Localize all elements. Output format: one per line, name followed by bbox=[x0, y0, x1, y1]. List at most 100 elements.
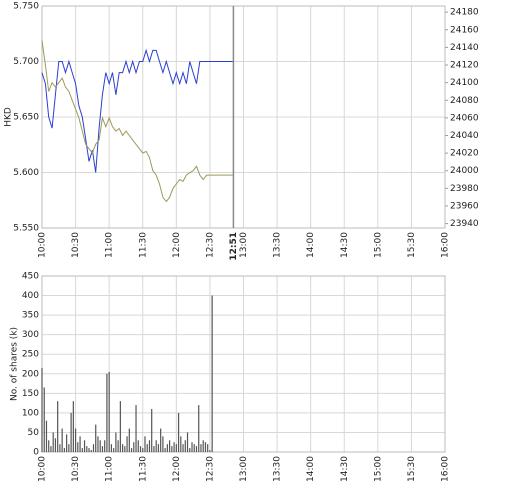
volume-bar bbox=[97, 436, 99, 452]
volume-bar bbox=[41, 367, 43, 452]
volume-bar bbox=[52, 432, 54, 452]
volume-bar bbox=[171, 446, 173, 452]
y2-tick-label: 24080 bbox=[450, 96, 479, 106]
x-tick-label: 15:30 bbox=[407, 232, 417, 258]
volume-bar bbox=[81, 448, 83, 452]
volume-bar bbox=[166, 444, 168, 452]
volume-bar bbox=[104, 440, 106, 452]
x-tick-label: 13:30 bbox=[273, 232, 283, 258]
x-tick-label: 10:00 bbox=[38, 232, 48, 258]
volume-bar bbox=[110, 444, 113, 452]
x-tick-label: 14:30 bbox=[340, 456, 350, 482]
volume-bar bbox=[83, 440, 86, 452]
plot-frame bbox=[41, 275, 446, 453]
y-tick-label: 5.750 bbox=[13, 2, 39, 12]
volume-bar bbox=[184, 440, 186, 452]
volume-bar bbox=[106, 373, 108, 452]
y-tick-label: 5.550 bbox=[13, 224, 39, 234]
x-tick-label: 10:30 bbox=[71, 456, 81, 482]
volume-bar bbox=[126, 436, 128, 452]
x-tick-label: 12:00 bbox=[172, 456, 182, 482]
volume-bar bbox=[115, 432, 117, 452]
y-tick-label: 400 bbox=[22, 291, 39, 301]
volume-bar bbox=[160, 428, 162, 452]
y2-tick-label: 24040 bbox=[450, 131, 479, 141]
volume-bar bbox=[88, 448, 90, 452]
x-tick-label: 11:30 bbox=[138, 232, 148, 258]
y-tick-label: 150 bbox=[22, 389, 39, 399]
x-tick-label: 11:00 bbox=[105, 232, 115, 258]
x-tick-label: 11:00 bbox=[105, 456, 115, 482]
volume-bar bbox=[124, 446, 126, 452]
volume-bar bbox=[146, 444, 148, 452]
volume-bar bbox=[61, 428, 63, 452]
volume-bar bbox=[139, 446, 142, 452]
volume-bar bbox=[211, 295, 213, 452]
y2-tick-label: 24180 bbox=[450, 8, 479, 18]
x-tick-label: 15:00 bbox=[373, 456, 383, 482]
y-tick-label: 0 bbox=[33, 448, 39, 458]
y-tick-label: 5.700 bbox=[13, 57, 39, 67]
volume-bar bbox=[180, 436, 182, 452]
y-tick-label: 200 bbox=[22, 369, 39, 379]
y2-tick-label: 24100 bbox=[450, 78, 479, 88]
time-marker-label: 12:51 bbox=[229, 232, 239, 261]
volume-bar bbox=[195, 446, 198, 452]
volume-bar bbox=[92, 444, 95, 452]
volume-bar bbox=[108, 371, 110, 452]
volume-bar bbox=[135, 405, 137, 452]
volume-bar bbox=[113, 448, 115, 452]
volume-bar bbox=[153, 446, 155, 452]
y-tick-label: 5.600 bbox=[13, 168, 39, 178]
x-tick-label: 15:00 bbox=[373, 232, 383, 258]
volume-bar bbox=[186, 432, 189, 452]
y-tick-label: 100 bbox=[22, 408, 39, 418]
volume-bar bbox=[175, 444, 177, 452]
volume-bar bbox=[198, 405, 200, 452]
x-tick-label: 16:00 bbox=[441, 456, 451, 482]
volume-bar bbox=[207, 444, 209, 452]
x-tick-label: 14:30 bbox=[340, 232, 350, 258]
x-tick-label: 13:00 bbox=[239, 232, 249, 258]
x-tick-label: 12:30 bbox=[205, 232, 215, 258]
volume-bar bbox=[151, 408, 153, 452]
volume-bar bbox=[54, 438, 57, 452]
volume-bar bbox=[193, 444, 195, 452]
volume-bar bbox=[191, 442, 193, 452]
volume-bar bbox=[95, 424, 97, 452]
volume-bar bbox=[48, 440, 50, 452]
y-tick-label: 300 bbox=[22, 330, 39, 340]
volume-bar bbox=[50, 446, 52, 452]
volume-bar bbox=[137, 440, 139, 452]
x-tick-label: 10:00 bbox=[38, 456, 48, 482]
volume-bar bbox=[144, 436, 146, 452]
volume-bar bbox=[173, 442, 175, 452]
volume-bar bbox=[182, 444, 184, 452]
volume-bar bbox=[117, 440, 119, 452]
volume-bar bbox=[204, 442, 207, 452]
y2-tick-label: 24120 bbox=[450, 61, 479, 71]
x-tick-label: 13:00 bbox=[239, 456, 249, 482]
x-tick-label: 15:30 bbox=[407, 456, 417, 482]
y-tick-label: 50 bbox=[28, 428, 40, 438]
volume-bar bbox=[209, 450, 211, 452]
x-tick-label: 14:00 bbox=[306, 232, 316, 258]
y-tick-label: 250 bbox=[22, 350, 39, 360]
volume-bar bbox=[148, 440, 151, 452]
volume-bar bbox=[169, 440, 171, 452]
y2-tick-label: 23960 bbox=[450, 201, 479, 211]
volume-bar bbox=[200, 444, 202, 452]
x-tick-label: 13:30 bbox=[273, 456, 283, 482]
price-line bbox=[41, 48, 234, 173]
volume-bar bbox=[119, 401, 121, 452]
x-tick-label: 16:00 bbox=[441, 232, 451, 258]
volume-bar bbox=[70, 412, 72, 452]
y2-tick-label: 24000 bbox=[450, 166, 479, 176]
volume-bar bbox=[155, 440, 157, 452]
volume-bar bbox=[43, 387, 45, 452]
y-axis-title: No. of shares (k) bbox=[10, 327, 20, 401]
volume-bar bbox=[68, 444, 70, 452]
volume-bar bbox=[142, 448, 144, 452]
volume-bar bbox=[177, 412, 180, 452]
